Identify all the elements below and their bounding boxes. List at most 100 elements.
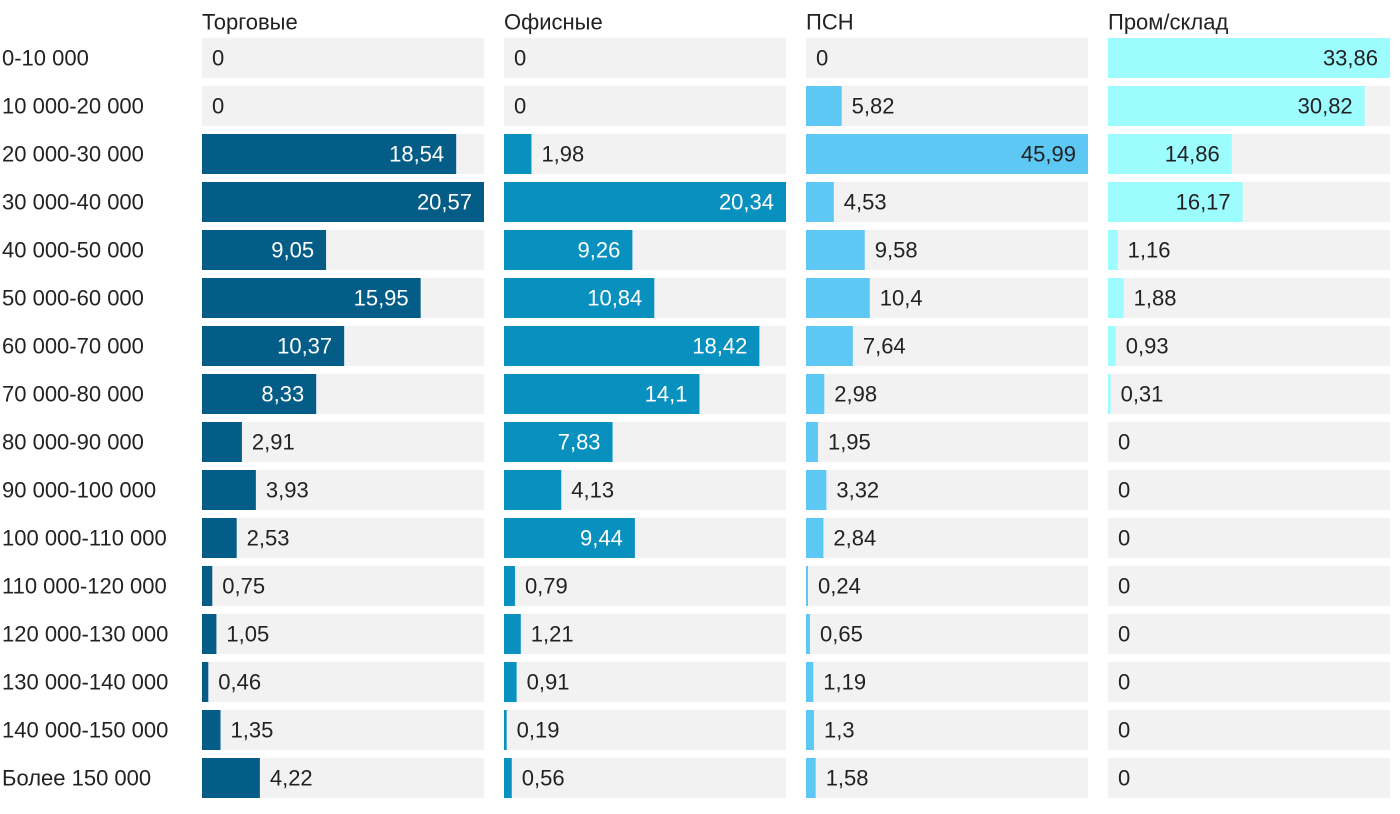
data-label: 2,91 [252, 430, 295, 455]
bar [202, 662, 209, 702]
bar [202, 758, 260, 798]
bar [1108, 230, 1118, 270]
bar-track [202, 86, 484, 126]
bar [806, 758, 816, 798]
bar [504, 518, 635, 558]
data-label: 33,86 [1323, 46, 1378, 71]
data-label: 7,83 [558, 430, 601, 455]
bar-track [806, 470, 1088, 510]
data-label: 0 [212, 94, 224, 119]
data-label: 0,24 [818, 574, 861, 599]
data-label: 9,44 [580, 526, 623, 551]
bar [1108, 86, 1365, 126]
data-label: 45,99 [1021, 142, 1076, 167]
data-label: 10,37 [277, 334, 332, 359]
bar-track [202, 38, 484, 78]
data-label: 16,17 [1176, 190, 1231, 215]
data-label: 0,46 [218, 670, 261, 695]
category-label: 100 000-110 000 [2, 526, 167, 551]
data-label: 1,21 [531, 622, 574, 647]
bar [1108, 374, 1111, 414]
series-title: Офисные [504, 10, 603, 35]
category-label: 20 000-30 000 [2, 142, 144, 167]
bar [806, 134, 1088, 174]
data-label: 9,05 [271, 238, 314, 263]
bar-track [504, 614, 786, 654]
bar [504, 374, 700, 414]
data-label: 0,93 [1126, 334, 1169, 359]
bar [202, 518, 237, 558]
data-label: 0,65 [820, 622, 863, 647]
data-label: 8,33 [261, 382, 304, 407]
bar [202, 710, 221, 750]
bar-track [1108, 710, 1390, 750]
data-label: 0 [514, 46, 526, 71]
bar-track [202, 566, 484, 606]
bar [202, 470, 256, 510]
data-label: 20,57 [417, 190, 472, 215]
data-label: 4,13 [571, 478, 614, 503]
bar-track [504, 86, 786, 126]
data-label: 14,1 [645, 382, 688, 407]
data-label: 20,34 [719, 190, 774, 215]
bar-track [1108, 326, 1390, 366]
category-label: 0-10 000 [2, 46, 89, 71]
bar [504, 326, 760, 366]
bar [504, 470, 562, 510]
bar-track [202, 422, 484, 462]
category-label: 90 000-100 000 [2, 478, 156, 503]
bar-track [504, 134, 786, 174]
category-label: 120 000-130 000 [2, 622, 168, 647]
bar-track [806, 710, 1088, 750]
category-label: 40 000-50 000 [2, 238, 144, 263]
bar-track [806, 662, 1088, 702]
bar-track [1108, 518, 1390, 558]
bar [806, 182, 834, 222]
data-label: 0 [1118, 670, 1130, 695]
bar [806, 614, 810, 654]
data-label: 1,95 [828, 430, 871, 455]
data-label: 18,54 [389, 142, 444, 167]
bar [202, 326, 345, 366]
bar-track [202, 614, 484, 654]
data-label: 14,86 [1165, 142, 1220, 167]
bar [202, 374, 317, 414]
data-label: 0,31 [1121, 382, 1164, 407]
category-label: 60 000-70 000 [2, 334, 144, 359]
data-label: 0 [1118, 574, 1130, 599]
bar [504, 278, 655, 318]
series-title: Пром/склад [1108, 10, 1228, 35]
data-label: 1,98 [541, 142, 584, 167]
data-label: 0 [1118, 622, 1130, 647]
bar-track [806, 758, 1088, 798]
bar [806, 230, 865, 270]
data-label: 1,3 [824, 718, 855, 743]
data-label: 1,35 [231, 718, 274, 743]
bar [806, 566, 808, 606]
data-label: 9,26 [578, 238, 621, 263]
bar [504, 230, 633, 270]
category-label: 130 000-140 000 [2, 670, 168, 695]
bar-track [1108, 470, 1390, 510]
bar-track [1108, 422, 1390, 462]
data-label: 1,05 [226, 622, 269, 647]
data-label: 0 [212, 46, 224, 71]
data-label: 0 [1118, 430, 1130, 455]
bar-track [1108, 662, 1390, 702]
category-label: 70 000-80 000 [2, 382, 144, 407]
bar-track [806, 182, 1088, 222]
bar-track [202, 518, 484, 558]
bar [806, 326, 853, 366]
data-label: 10,84 [587, 286, 642, 311]
bar [806, 710, 814, 750]
bar [202, 134, 457, 174]
data-label: 0,91 [527, 670, 570, 695]
bar-track [1108, 566, 1390, 606]
bar-track [806, 614, 1088, 654]
data-label: 18,42 [692, 334, 747, 359]
bar [806, 374, 825, 414]
category-label: 80 000-90 000 [2, 430, 144, 455]
category-label: 50 000-60 000 [2, 286, 144, 311]
data-label: 0 [1118, 478, 1130, 503]
